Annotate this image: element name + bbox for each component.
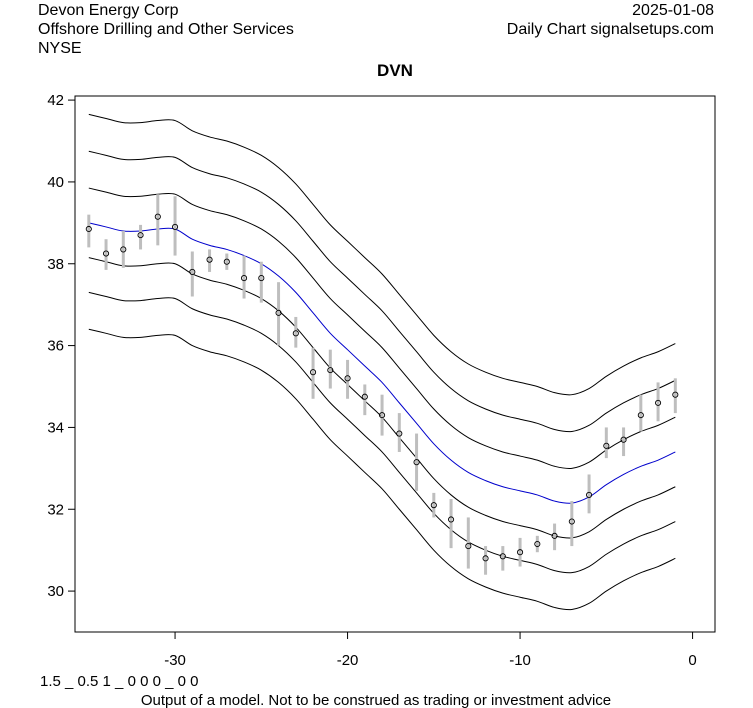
y-tick-label: 38: [47, 256, 64, 273]
band-line-2: [88, 291, 676, 574]
x-axis: -30 -20 -10 0: [164, 632, 697, 669]
x-tick-label: -20: [337, 652, 359, 669]
chart-title: DVN: [377, 61, 413, 80]
close-point: [137, 232, 144, 239]
close-point: [85, 225, 92, 233]
plot-area-frame: [74, 95, 716, 633]
y-tick-label: 42: [47, 92, 64, 109]
close-point: [482, 555, 489, 562]
close-point: [172, 223, 179, 230]
close-points: [85, 213, 679, 562]
close-point: [620, 436, 627, 443]
close-point: [258, 275, 265, 282]
close-point: [154, 213, 161, 220]
y-tick-label: 34: [47, 419, 64, 436]
center-line: [88, 222, 676, 504]
chart-date: 2025-01-08: [632, 2, 714, 19]
close-point: [534, 540, 541, 548]
close-point: [603, 442, 610, 449]
model-code: 1.5 _ 0.5 1 _ 0 0 0 _ 0 0: [40, 673, 198, 690]
close-point: [586, 491, 593, 498]
x-tick-label: 0: [688, 652, 696, 669]
close-point: [206, 256, 213, 263]
close-point: [413, 459, 420, 466]
y-tick-label: 36: [47, 338, 64, 355]
close-point: [379, 412, 386, 419]
close-point: [327, 367, 334, 374]
x-tick-label: -10: [509, 652, 531, 669]
close-point: [551, 532, 558, 539]
close-point: [189, 268, 196, 275]
close-point: [672, 391, 679, 398]
close-point: [430, 502, 437, 509]
close-point: [499, 553, 506, 560]
industry-label: Offshore Drilling and Other Services: [38, 21, 294, 38]
chart-source: Daily Chart signalsetups.com: [506, 21, 714, 38]
close-point: [241, 275, 248, 282]
close-point: [275, 309, 282, 316]
y-tick-label: 40: [47, 174, 64, 191]
close-point: [448, 516, 455, 523]
band-line-4: [88, 187, 676, 470]
band-lines: [88, 113, 676, 611]
close-point: [223, 258, 230, 265]
close-point: [568, 518, 575, 525]
close-point: [655, 399, 662, 406]
band-line-1: [88, 328, 676, 611]
y-tick-label: 30: [47, 583, 64, 600]
close-point: [465, 543, 472, 550]
exchange-label: NYSE: [38, 40, 82, 57]
close-point: [344, 375, 351, 382]
close-point: [103, 250, 110, 257]
x-tick-label: -30: [164, 652, 186, 669]
close-point: [361, 393, 368, 400]
close-point: [292, 330, 299, 337]
close-point: [637, 412, 644, 419]
y-axis: 30 32 34 36 38 40 42: [47, 92, 75, 600]
band-line-5: [88, 150, 676, 433]
close-point: [310, 369, 317, 376]
y-tick-label: 32: [47, 501, 64, 518]
band-line-6: [88, 113, 676, 396]
close-point: [517, 549, 524, 556]
close-point: [120, 246, 127, 253]
disclaimer: Output of a model. Not to be construed a…: [141, 692, 611, 708]
price-range-bars: [87, 194, 677, 575]
close-point: [396, 430, 403, 437]
company-name: Devon Energy Corp: [38, 2, 179, 19]
